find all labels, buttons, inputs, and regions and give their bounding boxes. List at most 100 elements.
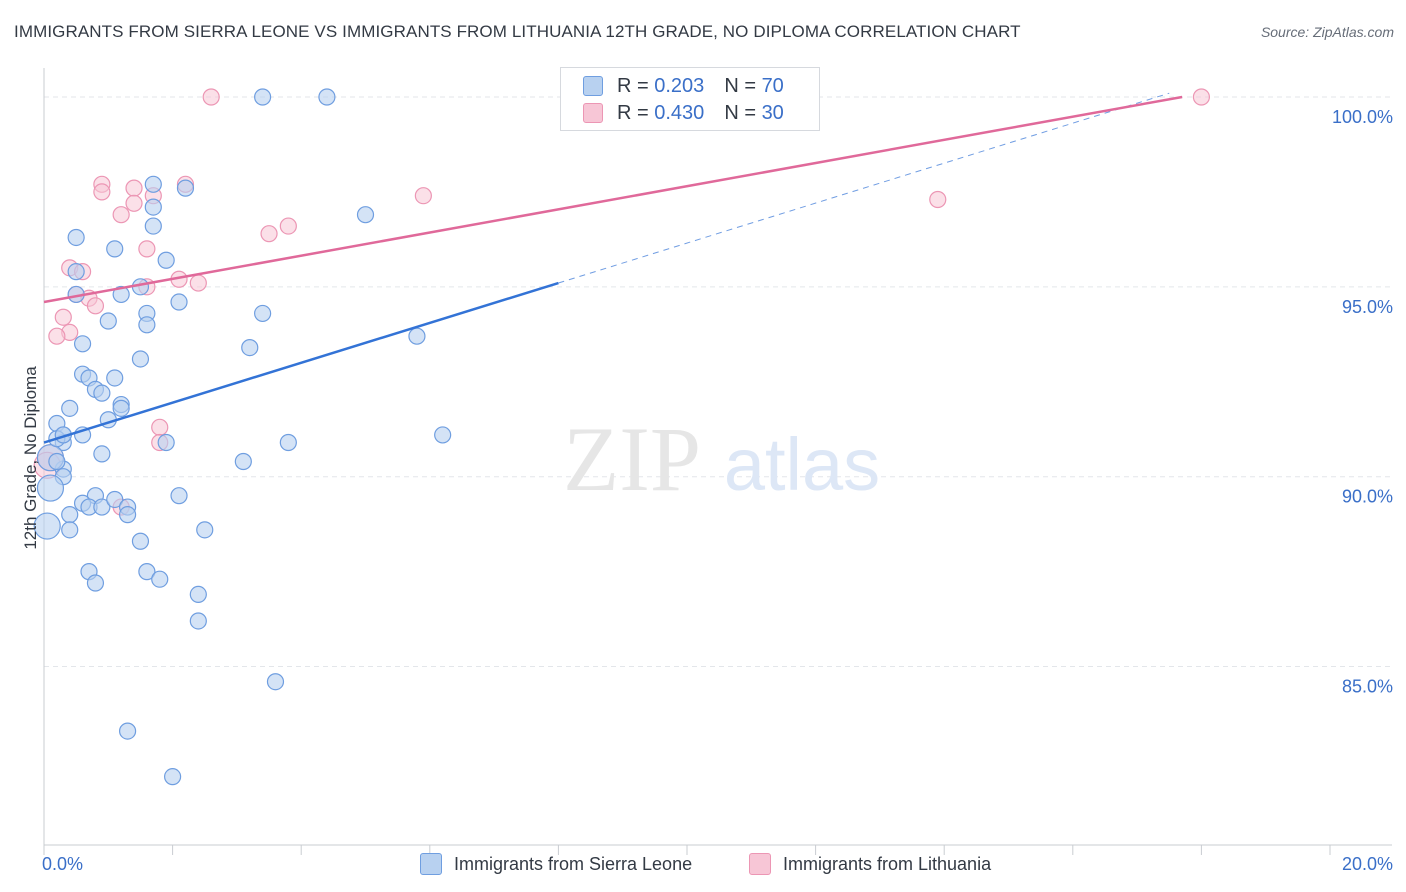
sierra-leone-point (189, 585, 207, 603)
sierra-leone-point (99, 312, 117, 330)
sierra-leone-point (138, 563, 156, 581)
y-tick-label: 95.0% (1342, 297, 1393, 317)
lithuania-point (125, 179, 143, 197)
source-label: Source: ZipAtlas.com (1260, 24, 1394, 40)
bottom-legend-label: Immigrants from Lithuania (783, 853, 992, 874)
sierra-leone-point (434, 426, 452, 444)
sierra-leone-point (157, 433, 175, 452)
sierra-leone-point (106, 240, 124, 258)
lithuania-point (48, 327, 66, 345)
legend-swatch-pink (583, 103, 603, 123)
legend-row-sierra-leone: R = 0.203 N = 70 (583, 74, 784, 98)
sierra-leone-trend-extension (558, 92, 1170, 284)
lithuania-point (138, 240, 156, 258)
sierra-leone-point (356, 206, 375, 224)
lithuania-point (86, 297, 105, 315)
grid-layer (44, 96, 1392, 668)
sierra-leone-point (144, 175, 162, 193)
bottom-legend-label: Immigrants from Sierra Leone (454, 853, 693, 874)
correlation-legend: R = 0.203 N = 70 R = 0.430 N = 30 (560, 67, 820, 131)
lithuania-point (929, 190, 947, 209)
sierra-leone-point (170, 293, 188, 311)
bottom-swatch-pink (749, 853, 771, 875)
sierra-leone-point (234, 452, 252, 471)
sierra-leone-point (254, 88, 272, 106)
y-axis-label: 12th Grade, No Diploma (21, 366, 40, 550)
y-tick-label: 85.0% (1342, 677, 1393, 697)
lithuania-trend-line (43, 95, 1183, 304)
bottom-swatch-blue (420, 853, 442, 875)
lithuania-point (202, 88, 220, 106)
bottom-legend-sierra-leone: Immigrants from Sierra Leone (420, 852, 692, 876)
sierra-leone-point (254, 304, 272, 323)
sierra-leone-point (93, 445, 111, 463)
sierra-leone-trend-line (43, 281, 559, 444)
sierra-leone-point (48, 452, 66, 471)
bottom-legend-lithuania: Immigrants from Lithuania (749, 852, 991, 876)
sierra-leone-point (266, 673, 285, 691)
sierra-leone-point (106, 490, 124, 509)
lithuania-point (189, 274, 207, 292)
trend-lines (43, 92, 1183, 444)
sierra-leone-point (93, 384, 111, 402)
sierra-leone-point (138, 316, 156, 334)
sierra-leone-point (164, 768, 182, 786)
sierra-leone-point (196, 521, 214, 539)
watermark-zip: ZIP (563, 408, 701, 510)
legend-n-value: 70 (761, 74, 784, 97)
legend-r-label: R = (617, 101, 649, 124)
sierra-leone-point (318, 88, 336, 106)
watermark-atlas: atlas (724, 423, 880, 506)
y-tick-label: 100.0% (1332, 107, 1393, 127)
legend-n-value: 30 (761, 101, 784, 124)
sierra-leone-point (112, 285, 130, 304)
sierra-leone-point (151, 570, 169, 588)
legend-r-label: R = (617, 74, 649, 97)
sierra-leone-point (131, 350, 150, 368)
x-tick-label-max: 20.0% (1342, 854, 1393, 874)
sierra-leone-point (61, 521, 79, 539)
sierra-leone-point (118, 506, 137, 524)
lithuania-point (151, 418, 169, 436)
series-sierra-leone-points (33, 88, 452, 786)
lithuania-point (54, 308, 72, 326)
sierra-leone-point (61, 506, 79, 524)
sierra-leone-point (86, 574, 105, 592)
sierra-leone-point (144, 217, 162, 235)
sierra-leone-point (241, 338, 259, 357)
sierra-leone-point (157, 251, 175, 269)
sierra-leone-point (106, 369, 124, 387)
sierra-leone-point (118, 722, 137, 740)
lithuania-point (414, 187, 432, 205)
sierra-leone-point (279, 433, 297, 452)
lithuania-point (279, 217, 297, 235)
sierra-leone-point (67, 263, 85, 281)
sierra-leone-point (61, 399, 79, 417)
lithuania-point (1192, 88, 1211, 106)
sierra-leone-point (73, 335, 92, 353)
sierra-leone-point (36, 474, 65, 502)
lithuania-point (125, 194, 143, 212)
tick-labels: 85.0% 90.0% 95.0% 100.0% 0.0% 20.0% (42, 107, 1393, 874)
sierra-leone-point (170, 487, 188, 505)
x-tick-label-min: 0.0% (42, 854, 83, 874)
sierra-leone-point (67, 228, 85, 247)
legend-n-label: N = (724, 74, 756, 97)
sierra-leone-point (112, 399, 130, 417)
legend-swatch-blue (583, 76, 603, 96)
legend-r-value: 0.203 (654, 74, 705, 97)
sierra-leone-point (408, 327, 426, 345)
sierra-leone-point (189, 612, 207, 630)
sierra-leone-point (131, 532, 150, 550)
legend-row-lithuania: R = 0.430 N = 30 (583, 101, 784, 125)
chart-title: IMMIGRANTS FROM SIERRA LEONE VS IMMIGRAN… (14, 22, 1021, 41)
sierra-leone-point (93, 498, 111, 516)
legend-r-value: 0.430 (654, 101, 705, 124)
lithuania-point (112, 206, 130, 224)
legend-n-label: N = (724, 101, 756, 124)
sierra-leone-point (33, 512, 61, 540)
lithuania-point (260, 225, 278, 243)
sierra-leone-point (144, 198, 162, 216)
y-tick-label: 90.0% (1342, 487, 1393, 507)
